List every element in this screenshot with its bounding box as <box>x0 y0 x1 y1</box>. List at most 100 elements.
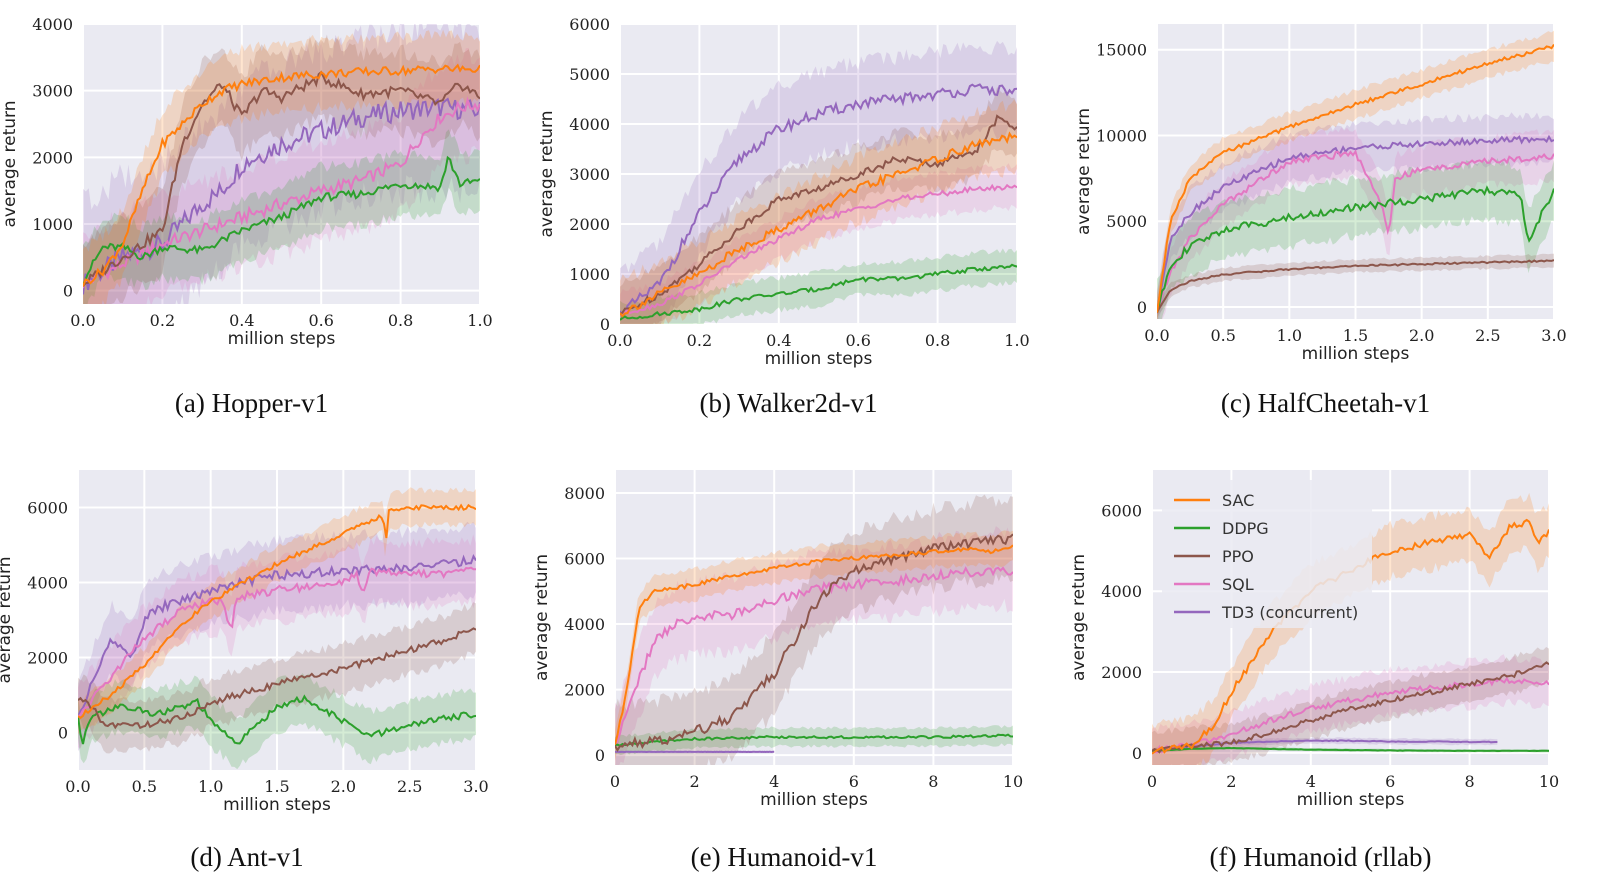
x-tick-label: 0 <box>1147 772 1157 791</box>
x-tick-label: 8 <box>1465 772 1475 791</box>
series-layer <box>1157 30 1554 319</box>
y-axis-label: average return <box>1069 554 1089 681</box>
y-tick-label: 6000 <box>27 499 68 518</box>
x-tick-label: 2.5 <box>397 777 422 796</box>
band-sql <box>1152 654 1549 765</box>
y-tick-label: 4000 <box>569 115 610 134</box>
band-td3 <box>620 40 1017 324</box>
legend-label-sac: SAC <box>1222 491 1254 510</box>
series-line-td3 <box>1157 134 1554 314</box>
y-tick-label: 1000 <box>32 215 73 234</box>
y-tick-label: 4000 <box>1101 582 1142 601</box>
series-line-sac <box>83 63 480 287</box>
x-axis-label: million steps <box>223 795 331 815</box>
band-td3 <box>78 521 476 752</box>
series-line-sql <box>1157 149 1554 313</box>
band-ppo <box>620 86 1017 324</box>
x-tick-label: 4 <box>769 772 779 791</box>
x-tick-label: 0.2 <box>150 311 175 330</box>
subfigure-caption: (b) Walker2d-v1 <box>699 388 877 418</box>
y-tick-label: 5000 <box>569 65 610 84</box>
y-tick-label: 8000 <box>564 484 605 503</box>
x-axis-label: million steps <box>1302 344 1410 364</box>
y-axis-label: average return <box>537 111 557 238</box>
band-ppo <box>83 34 480 304</box>
x-tick-label: 2 <box>1226 772 1236 791</box>
y-axis-label: average return <box>1074 108 1094 235</box>
y-tick-label: 10000 <box>1096 126 1147 145</box>
series-line-ppo <box>83 70 480 288</box>
x-tick-label: 0.5 <box>132 777 157 796</box>
series-line-ppo <box>615 533 1013 753</box>
series-line-sql <box>620 183 1017 316</box>
band-ddpg <box>78 673 476 770</box>
legend-label-ddpg: DDPG <box>1222 519 1269 538</box>
x-tick-label: 0 <box>610 772 620 791</box>
band-sac <box>83 29 480 304</box>
subfigure-caption: (f) Humanoid (rllab) <box>1210 842 1432 872</box>
band-sac <box>615 530 1013 761</box>
band-ppo <box>1157 253 1554 319</box>
series-line-ddpg <box>615 733 1013 747</box>
band-ddpg <box>615 725 1013 756</box>
x-tick-label: 1.0 <box>1277 326 1302 345</box>
series-line-td3 <box>78 553 476 718</box>
subfigure-caption: (d) Ant-v1 <box>190 842 303 872</box>
x-axis-label: million steps <box>228 329 336 349</box>
y-tick-label: 3000 <box>569 165 610 184</box>
y-tick-label: 4000 <box>32 15 73 34</box>
x-tick-label: 1.0 <box>198 777 223 796</box>
x-tick-label: 0.0 <box>1144 326 1169 345</box>
x-tick-label: 4 <box>1306 772 1316 791</box>
x-tick-label: 2.5 <box>1475 326 1500 345</box>
series-line-ppo <box>78 627 476 730</box>
y-tick-label: 5000 <box>1106 212 1147 231</box>
x-tick-label: 1.5 <box>1343 326 1368 345</box>
band-ppo <box>615 494 1013 765</box>
series-line-sql <box>78 566 476 718</box>
series-line-sac <box>620 131 1017 318</box>
y-tick-label: 2000 <box>1101 663 1142 682</box>
x-tick-label: 1.5 <box>264 777 289 796</box>
x-axis-label: million steps <box>760 790 868 810</box>
y-tick-label: 6000 <box>564 550 605 569</box>
series-layer <box>620 40 1017 324</box>
band-sac <box>1157 30 1554 319</box>
y-tick-label: 0 <box>1137 298 1147 317</box>
y-tick-label: 2000 <box>27 649 68 668</box>
y-tick-label: 0 <box>58 724 68 743</box>
x-tick-label: 0.6 <box>845 331 870 350</box>
series-line-ppo <box>1157 259 1554 313</box>
chart-panel-3: 0.0 0.5 1.0 1.5 2.0 2.5 3.0 0 5000 10000 15000 mill… <box>1074 24 1567 418</box>
chart-panel-4: 0.0 0.5 1.0 1.5 2.0 2.5 3.0 0 2000 4000 6000 millio… <box>0 470 489 872</box>
x-tick-label: 0.4 <box>766 331 791 350</box>
series-layer <box>83 24 480 304</box>
series-line-ddpg <box>620 263 1017 321</box>
legend-label-td3: TD3 (concurrent) <box>1221 603 1358 622</box>
band-sql <box>620 163 1017 324</box>
band-sql <box>615 526 1013 765</box>
band-sac <box>78 487 476 735</box>
x-tick-label: 6 <box>1385 772 1395 791</box>
band-sql <box>83 47 480 304</box>
series-layer <box>615 494 1013 765</box>
series-line-sac <box>1157 43 1554 313</box>
series-line-sql <box>83 96 480 289</box>
y-tick-label: 4000 <box>564 615 605 634</box>
x-tick-label: 0.0 <box>70 311 95 330</box>
x-tick-label: 8 <box>928 772 938 791</box>
y-tick-label: 1000 <box>569 265 610 284</box>
y-tick-label: 4000 <box>27 574 68 593</box>
y-tick-label: 3000 <box>32 82 73 101</box>
y-tick-label: 0 <box>1132 744 1142 763</box>
y-tick-label: 6000 <box>1101 501 1142 520</box>
x-tick-label: 1.0 <box>1004 331 1029 350</box>
subfigure-caption: (a) Hopper-v1 <box>175 388 328 418</box>
band-sql <box>1157 127 1554 319</box>
y-axis-label: average return <box>532 554 552 681</box>
y-tick-label: 0 <box>595 746 605 765</box>
x-tick-label: 3.0 <box>1541 326 1566 345</box>
series-line-ppo <box>1152 661 1549 754</box>
x-tick-label: 1.0 <box>467 311 492 330</box>
x-tick-label: 6 <box>849 772 859 791</box>
